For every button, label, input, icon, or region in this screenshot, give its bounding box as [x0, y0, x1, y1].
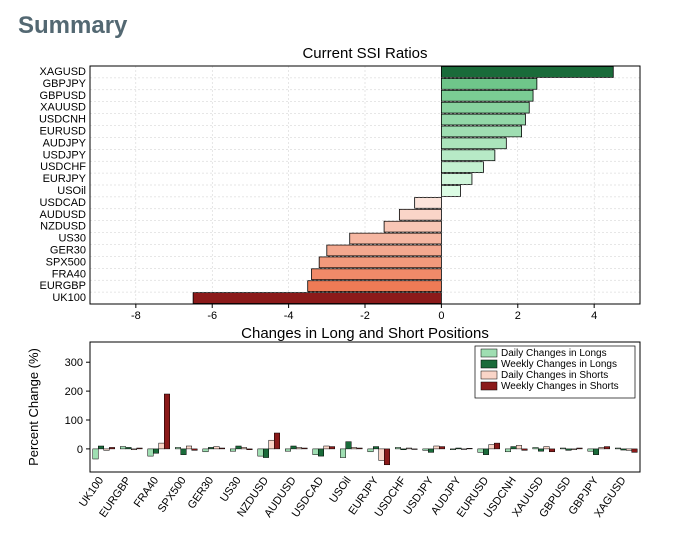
svg-text:USDCHF: USDCHF: [40, 161, 86, 173]
svg-text:Weekly Changes in Shorts: Weekly Changes in Shorts: [501, 381, 619, 392]
svg-text:-8: -8: [131, 310, 141, 322]
svg-text:-6: -6: [207, 310, 217, 322]
charts-container: Current SSI Ratios -8 -6 -4 -2 0 2 4 XAGUSDGBPJP…: [0, 44, 680, 544]
svg-text:200: 200: [65, 386, 83, 398]
svg-text:XAUUSD: XAUUSD: [40, 102, 86, 114]
svg-text:-2: -2: [360, 310, 370, 322]
svg-text:USDCNH: USDCNH: [39, 114, 86, 126]
page-title: Summary: [0, 0, 680, 44]
svg-text:-4: -4: [284, 310, 294, 322]
svg-text:GER30: GER30: [50, 244, 86, 256]
svg-text:AUDJPY: AUDJPY: [43, 137, 87, 149]
chart-svg: Current SSI Ratios -8 -6 -4 -2 0 2 4 XAGUSDGBPJP…: [20, 44, 660, 544]
svg-text:EURGBP: EURGBP: [40, 280, 86, 292]
svg-text:GER30: GER30: [186, 475, 217, 511]
svg-text:Changes in Long and Short Posi: Changes in Long and Short Positions: [241, 325, 489, 342]
svg-text:SPX500: SPX500: [46, 256, 86, 268]
svg-text:FRA40: FRA40: [132, 475, 161, 510]
svg-text:USDJPY: USDJPY: [43, 149, 87, 161]
svg-text:300: 300: [65, 357, 83, 369]
svg-text:Percent Change (%): Percent Change (%): [26, 348, 41, 466]
svg-text:Daily Changes in Shorts: Daily Changes in Shorts: [501, 370, 608, 381]
svg-text:EURJPY: EURJPY: [43, 173, 87, 185]
svg-text:USOil: USOil: [327, 475, 353, 505]
svg-text:0: 0: [438, 310, 444, 322]
svg-text:US30: US30: [218, 475, 244, 504]
svg-text:NZDUSD: NZDUSD: [40, 221, 86, 233]
svg-text:UK100: UK100: [77, 475, 106, 509]
svg-text:Daily Changes in Longs: Daily Changes in Longs: [501, 348, 607, 359]
svg-text:FRA40: FRA40: [52, 268, 86, 280]
svg-text:0: 0: [77, 444, 83, 456]
svg-text:XAGUSD: XAGUSD: [40, 66, 87, 78]
svg-text:AUDUSD: AUDUSD: [40, 209, 87, 221]
svg-text:EURUSD: EURUSD: [40, 125, 87, 137]
svg-text:Weekly Changes in Longs: Weekly Changes in Longs: [501, 359, 617, 370]
svg-text:US30: US30: [58, 233, 86, 245]
svg-text:100: 100: [65, 415, 83, 427]
svg-text:GBPUSD: GBPUSD: [40, 90, 87, 102]
svg-text:4: 4: [591, 310, 597, 322]
svg-text:SPX500: SPX500: [156, 475, 189, 515]
svg-text:GBPJPY: GBPJPY: [43, 78, 87, 90]
svg-text:2: 2: [515, 310, 521, 322]
svg-text:USDCAD: USDCAD: [40, 197, 87, 209]
svg-text:UK100: UK100: [52, 292, 86, 304]
svg-text:USOil: USOil: [57, 185, 86, 197]
svg-text:Current SSI Ratios: Current SSI Ratios: [302, 45, 427, 62]
